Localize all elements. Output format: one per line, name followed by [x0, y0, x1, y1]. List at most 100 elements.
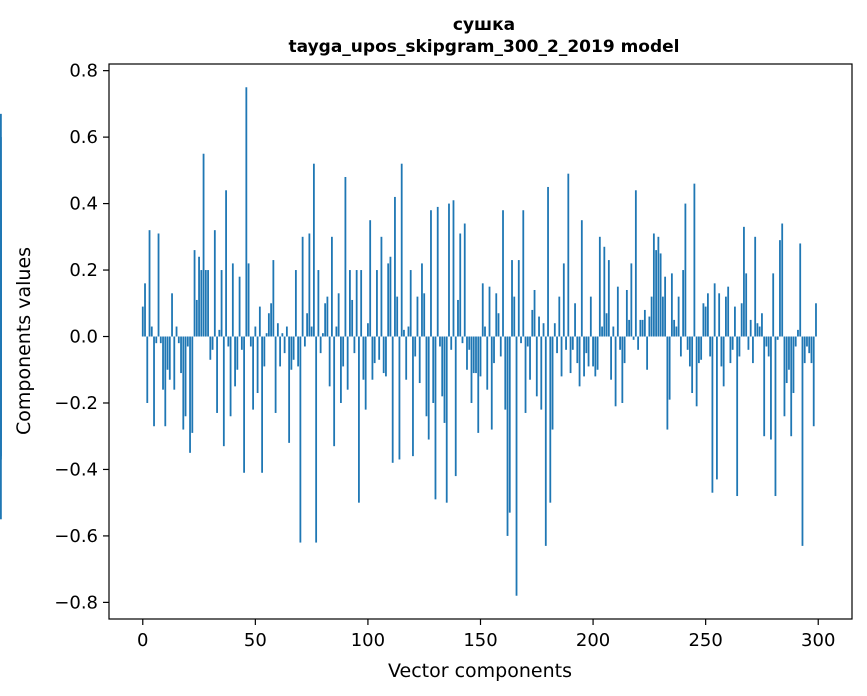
bar-142 — [461, 336, 464, 344]
bar-84 — [331, 236, 333, 337]
bar-291 — [797, 329, 799, 337]
bar-184 — [556, 336, 558, 354]
y-tick-label: −0.2 — [54, 393, 98, 414]
bar-68 — [294, 270, 297, 337]
bar-181 — [549, 336, 552, 503]
bar-72 — [303, 336, 306, 347]
bar-79 — [319, 336, 322, 354]
bar-115 — [400, 163, 403, 337]
bar-100 — [367, 323, 369, 337]
bar-284 — [781, 223, 784, 337]
y-tick-label: 0.8 — [69, 61, 98, 82]
bar-260 — [727, 286, 730, 337]
bar-293 — [801, 336, 804, 546]
bar-17 — [180, 336, 182, 374]
bar-51 — [256, 336, 259, 394]
bar-190 — [569, 336, 572, 374]
bar-264 — [736, 336, 739, 497]
y-tick-label: 0.4 — [69, 194, 98, 215]
bar-56 — [267, 313, 270, 337]
bar-247 — [698, 336, 700, 364]
bar-57 — [270, 303, 273, 337]
bar-109 — [387, 263, 390, 337]
bar-128 — [430, 210, 432, 337]
bar-101 — [369, 220, 372, 337]
chart-title: сушка — [453, 15, 515, 35]
bar-168 — [520, 336, 522, 344]
bar-178 — [542, 323, 545, 337]
bar-145 — [468, 336, 471, 350]
bar-111 — [391, 336, 394, 463]
bar-78 — [317, 270, 320, 337]
bar-207 — [607, 260, 610, 337]
bar-236 — [673, 319, 676, 337]
bar-121 — [414, 336, 417, 357]
bar-20 — [186, 336, 189, 347]
bar-135 — [445, 336, 448, 503]
bar-173 — [531, 309, 534, 337]
bar-239 — [679, 336, 682, 357]
bar-28 — [204, 270, 207, 337]
bar-86 — [335, 326, 338, 337]
bar-99 — [364, 336, 367, 410]
bar-23 — [193, 250, 196, 337]
bar-237 — [675, 326, 678, 337]
bar-290 — [794, 336, 797, 347]
bar-213 — [621, 336, 624, 403]
bar-61 — [279, 336, 282, 367]
bar-44 — [240, 336, 243, 350]
bar-9 — [162, 336, 164, 390]
bar-96 — [358, 336, 360, 503]
bar-253 — [711, 336, 714, 493]
bar-210 — [614, 336, 617, 407]
bar-292 — [799, 243, 802, 337]
x-tick-label: 250 — [688, 630, 722, 651]
bar-132 — [439, 336, 441, 347]
bar-110 — [389, 256, 392, 337]
bar-286 — [785, 336, 788, 384]
bar-144 — [466, 336, 468, 370]
bar-262 — [731, 336, 734, 350]
bar-176 — [538, 316, 540, 337]
bar-285 — [783, 336, 786, 417]
bar-244 — [691, 336, 694, 394]
bar-94 — [353, 336, 356, 354]
bar-6 — [155, 336, 158, 344]
bar-54 — [263, 336, 266, 367]
bar-185 — [558, 296, 561, 337]
bar-4 — [150, 326, 153, 337]
bar-245 — [693, 183, 696, 337]
bar-297 — [810, 336, 813, 364]
bar-124 — [421, 263, 423, 337]
bar-11 — [166, 336, 169, 370]
bar-296 — [808, 336, 811, 354]
bar-240 — [682, 270, 685, 337]
bar-235 — [670, 273, 673, 337]
bar-164 — [511, 260, 513, 337]
bar-122 — [416, 296, 419, 337]
bar-231 — [661, 296, 664, 337]
bar-234 — [668, 336, 671, 400]
bar-42 — [236, 336, 239, 370]
bar-232 — [664, 276, 667, 337]
bar-87 — [337, 293, 340, 337]
bar-266 — [740, 303, 743, 337]
bar-108 — [385, 336, 387, 377]
bar-216 — [628, 319, 630, 337]
y-axis-label: Components values — [13, 247, 35, 435]
bar-225 — [648, 316, 651, 337]
bar-37 — [225, 190, 227, 337]
bar-49 — [252, 336, 254, 410]
bar-226 — [650, 296, 653, 337]
bar-64 — [285, 326, 288, 337]
bar-10 — [164, 336, 167, 427]
bar-223 — [643, 309, 646, 337]
bar-92 — [349, 270, 351, 337]
bar-196 — [583, 336, 585, 377]
bar-169 — [522, 210, 525, 337]
bar-120 — [412, 336, 414, 457]
bar-182 — [551, 336, 554, 430]
bar-183 — [553, 323, 556, 337]
bar-80 — [321, 333, 324, 337]
bar-276 — [763, 336, 766, 437]
